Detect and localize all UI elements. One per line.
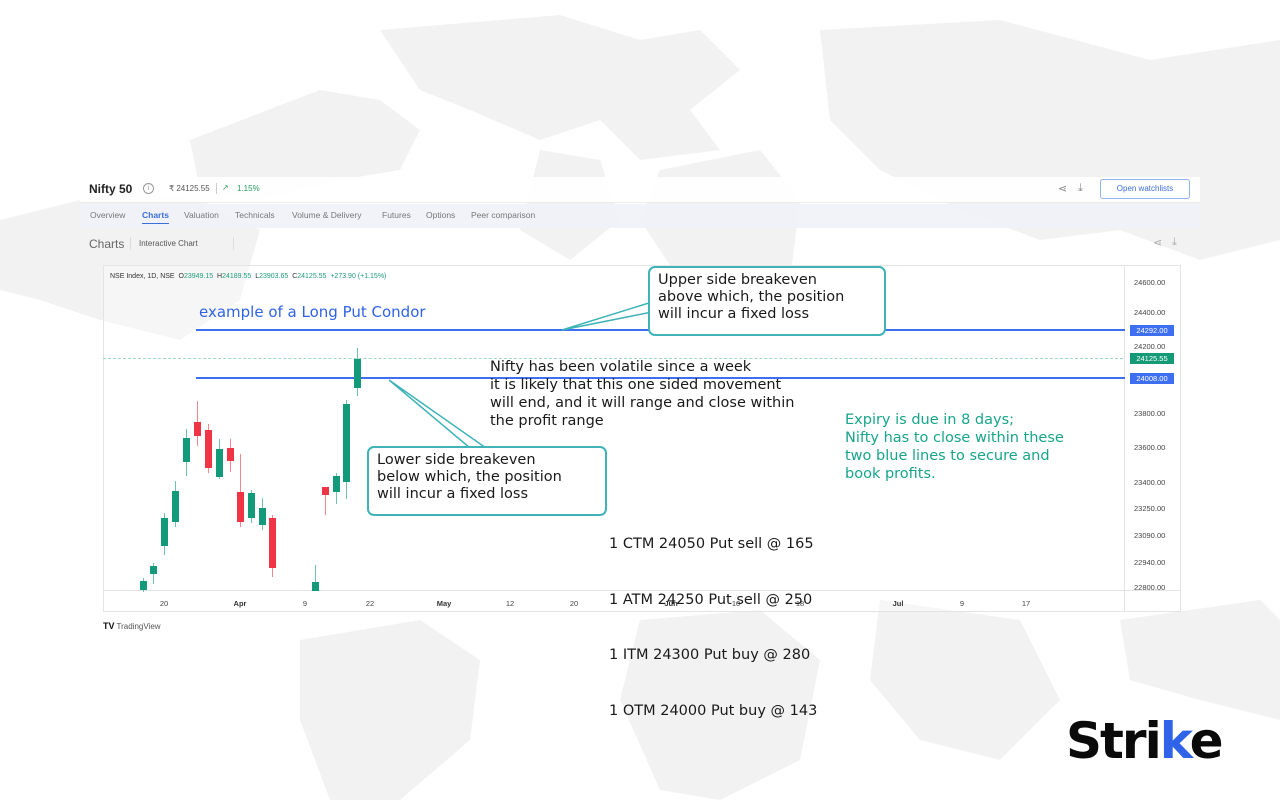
tab-charts[interactable]: Charts — [142, 210, 169, 224]
tab-peer-comparison[interactable]: Peer comparison — [471, 210, 536, 220]
high-label: H — [217, 273, 223, 280]
tradingview-logo[interactable]: TV TradingView — [103, 621, 161, 631]
logo-accent: k — [1159, 712, 1192, 770]
last-price-tag: 24125.55 — [1130, 353, 1174, 364]
option-leg: 1 ATM 24250 Put sell @ 250 — [609, 591, 813, 608]
y-tick: 23800.00 — [1134, 409, 1166, 418]
low-value: 23903.65 — [259, 273, 289, 280]
tab-volume-delivery[interactable]: Volume & Delivery — [292, 210, 362, 220]
x-tick: 9 — [959, 599, 965, 608]
open-watchlists-button[interactable]: Open watchlists — [1100, 179, 1190, 199]
x-tick: 22 — [365, 599, 375, 608]
download-icon[interactable]: ⤓ — [1078, 181, 1083, 194]
x-tick: 18 — [795, 599, 805, 608]
symbol-label: NSE Index, 1D, NSE — [110, 273, 175, 280]
info-icon[interactable]: i — [143, 183, 154, 194]
y-tick: 23250.00 — [1134, 504, 1166, 513]
x-tick: 10 — [731, 599, 741, 608]
open-label: O — [178, 273, 184, 280]
charts-subheader: Charts Interactive Chart ⋖ ⤓ — [80, 234, 1200, 256]
tab-futures[interactable]: Futures — [382, 210, 411, 220]
y-tick: 24400.00 — [1134, 308, 1166, 317]
logo-text-end: e — [1189, 712, 1224, 770]
logo-text: Stri — [1066, 712, 1162, 770]
tab-bar: Overview Charts Valuation Technicals Vol… — [80, 204, 1200, 228]
open-value: 23949.15 — [183, 273, 214, 280]
x-tick: May — [436, 599, 452, 608]
x-tick: Apr — [233, 599, 247, 608]
x-tick: 20 — [159, 599, 169, 608]
download-icon[interactable]: ⤓ — [1172, 235, 1177, 248]
current-price: ₹ 24125.55 — [169, 184, 210, 193]
y-tick: 22940.00 — [1134, 558, 1166, 567]
share-icon[interactable]: ⋖ — [1153, 236, 1163, 249]
close-label: C — [292, 273, 298, 280]
quote-header: Nifty 50 i ₹ 24125.55 ↗ 1.15% ⋖ ⤓ Open w… — [80, 177, 1200, 203]
x-tick: 9 — [302, 599, 308, 608]
expiry-note: Expiry is due in 8 days; Nifty has to cl… — [845, 412, 1064, 482]
tradingview-icon: TV — [103, 621, 115, 631]
option-leg: 1 ITM 24300 Put buy @ 280 — [609, 647, 811, 663]
x-tick: 17 — [1021, 599, 1031, 608]
price-change: 1.15% — [237, 184, 260, 193]
strike-logo: Strike — [1066, 712, 1224, 770]
upper-breakeven-tag: 24292.00 — [1130, 325, 1174, 336]
change-value: +273.90 (+1.15%) — [330, 273, 387, 280]
option-leg: 1 CTM 24050 Put sell @ 165 — [609, 536, 814, 552]
x-tick: Jun — [664, 599, 678, 608]
y-tick: 24600.00 — [1134, 278, 1166, 287]
share-icon[interactable]: ⋖ — [1058, 182, 1068, 195]
divider — [130, 237, 131, 250]
y-tick: 23600.00 — [1134, 443, 1166, 452]
y-tick: 23090.00 — [1134, 531, 1166, 540]
strategy-title: example of a Long Put Condor — [199, 303, 426, 321]
x-tick: Jul — [892, 599, 904, 608]
time-axis-divider — [104, 590, 1180, 591]
trend-up-icon: ↗ — [222, 183, 229, 192]
lower-breakeven-callout: Lower side breakeven below which, the po… — [367, 446, 607, 516]
tradingview-label: TradingView — [116, 622, 161, 631]
interactive-chart-link[interactable]: Interactive Chart — [139, 239, 198, 248]
low-label: L — [255, 273, 260, 280]
price-chart[interactable]: NSE Index, 1D, NSE O23949.15 H24189.55 L… — [103, 265, 1181, 612]
tab-technicals[interactable]: Technicals — [235, 210, 275, 220]
price-axis-divider — [1124, 266, 1125, 611]
instrument-title: Nifty 50 — [89, 182, 133, 196]
option-legs-list: 1 CTM 24050 Put sell @ 165 1 ATM 24250 P… — [609, 498, 817, 739]
high-value: 24189.55 — [222, 273, 252, 280]
lower-breakeven-tag: 24008.00 — [1130, 373, 1174, 384]
tab-options[interactable]: Options — [426, 210, 456, 220]
y-tick: 22800.00 — [1134, 583, 1166, 592]
section-title: Charts — [89, 237, 125, 251]
y-tick: 24200.00 — [1134, 342, 1166, 351]
upper-breakeven-callout: Upper side breakeven above which, the po… — [648, 266, 886, 336]
option-leg: 1 OTM 24000 Put buy @ 143 — [609, 702, 818, 719]
tab-overview[interactable]: Overview — [90, 210, 126, 220]
x-tick: 20 — [569, 599, 579, 608]
divider — [233, 237, 234, 250]
x-tick: 12 — [505, 599, 515, 608]
y-tick: 23400.00 — [1134, 478, 1166, 487]
ohlc-legend: NSE Index, 1D, NSE O23949.15 H24189.55 L… — [110, 273, 386, 280]
tab-valuation[interactable]: Valuation — [184, 210, 219, 220]
divider — [216, 183, 217, 194]
volatility-note: Nifty has been volatile since a week it … — [490, 359, 795, 429]
close-value: 24125.55 — [297, 273, 327, 280]
